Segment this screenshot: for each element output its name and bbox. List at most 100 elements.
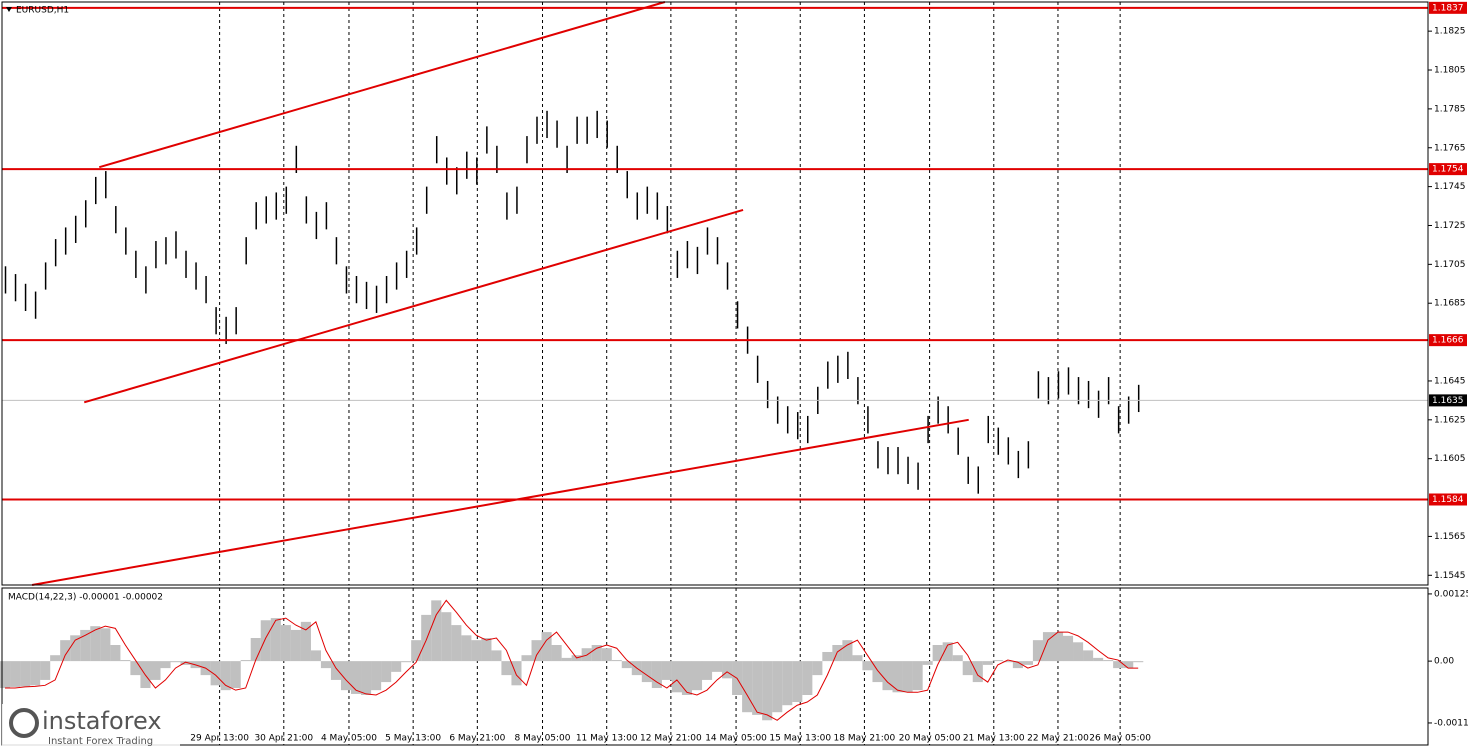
- symbol-title: EURUSD,H1: [16, 6, 69, 16]
- macd-bar: [461, 635, 472, 662]
- macd-bar: [1042, 632, 1054, 662]
- macd-bar: [80, 629, 91, 662]
- macd-bar: [381, 661, 392, 683]
- macd-bar: [290, 629, 301, 662]
- macd-bar: [621, 661, 632, 669]
- macd-bar: [671, 661, 682, 693]
- macd-bar: [1012, 661, 1023, 669]
- macd-bar: [220, 661, 231, 691]
- macd-bar: [280, 625, 291, 662]
- trend-line: [83, 208, 744, 404]
- macd-bar: [591, 644, 602, 662]
- macd-bar: [651, 661, 662, 689]
- macd-bar: [371, 661, 382, 691]
- x-tick-label: 20 May 05:00: [899, 734, 961, 744]
- y-tick-label: 0.00125: [1434, 589, 1468, 599]
- macd-bar: [491, 650, 502, 662]
- trend-line: [31, 418, 969, 586]
- y-tick-label: 1.1785: [1434, 104, 1466, 114]
- macd-bar: [932, 644, 943, 662]
- y-tick-label: 1.1645: [1434, 376, 1466, 386]
- macd-bar: [421, 614, 432, 662]
- macd-bar: [531, 640, 542, 662]
- price-frame: [1, 1, 1429, 586]
- level-label: 1.1837: [1432, 3, 1464, 13]
- level-box: [1429, 334, 1467, 347]
- macd-bar: [1062, 635, 1074, 662]
- macd-bar: [481, 638, 492, 662]
- macd-panel: [0, 599, 1144, 721]
- macd-bar: [1052, 632, 1064, 662]
- x-tick-label: 15 May 13:00: [769, 734, 831, 744]
- x-tick-label: 30 Apr 21:00: [254, 734, 313, 744]
- trend-line: [98, 1, 666, 169]
- x-tick-label: 14 May 05:00: [705, 734, 767, 744]
- level-box: [1429, 493, 1467, 506]
- macd-bar: [310, 650, 321, 662]
- macd-bar: [1002, 661, 1013, 663]
- macd-bar: [0, 661, 11, 689]
- x-tick-label: 4 May 05:00: [321, 734, 377, 744]
- price-panel: [2, 1, 1428, 586]
- y-tick-label: 1.1605: [1434, 454, 1466, 464]
- macd-bar: [40, 661, 51, 680]
- title-arrow: [6, 7, 12, 12]
- macd-bar: [972, 661, 983, 683]
- macd-bar: [1123, 661, 1134, 669]
- x-tick-label: 5 May 13:00: [385, 734, 441, 744]
- macd-bar: [561, 657, 572, 662]
- macd-bar: [320, 661, 332, 669]
- macd-bar: [551, 644, 562, 662]
- macd-bar: [340, 661, 352, 691]
- macd-bar: [812, 661, 823, 676]
- macd-bar: [712, 661, 723, 672]
- macd-bar: [722, 661, 733, 679]
- y-tick-label: 1.1725: [1434, 221, 1466, 231]
- axes: 29 Apr 13:00 30 Apr 21:00 4 May 05:00 5 May…: [190, 1, 1468, 744]
- macd-bar: [100, 628, 111, 662]
- signal-line: [5, 599, 1139, 721]
- macd-bar: [762, 661, 773, 721]
- macd-bar: [10, 661, 21, 687]
- x-tick-label: 8 May 05:00: [515, 734, 571, 744]
- x-tick-label: 18 May 21:00: [834, 734, 896, 744]
- macd-bar: [922, 661, 933, 665]
- macd-bar: [1022, 661, 1033, 665]
- y-tick-label: 1.1685: [1434, 299, 1466, 309]
- x-tick-label: 6 May 21:00: [449, 734, 505, 744]
- y-tick-label: 1.1805: [1434, 66, 1466, 76]
- macd-bar: [250, 638, 261, 662]
- y-tick-label: 1.1625: [1434, 415, 1466, 425]
- macd-bar: [862, 661, 873, 671]
- macd-bar: [431, 600, 442, 662]
- macd-bar: [942, 642, 953, 662]
- x-tick-label: 29 Apr 13:00: [190, 734, 249, 744]
- y-tick-label: 1.1765: [1434, 143, 1466, 153]
- macd-bar: [1032, 640, 1044, 662]
- macd-bar: [892, 661, 903, 693]
- macd-bar: [20, 661, 31, 687]
- macd-bar: [350, 661, 362, 694]
- logo-name: instaforex: [42, 707, 162, 735]
- macd-bar: [210, 661, 221, 686]
- current-price-label: 1.1635: [1432, 396, 1464, 406]
- macd-bar: [962, 661, 973, 676]
- macd-bar: [752, 661, 763, 715]
- macd-bar: [952, 655, 963, 662]
- macd-bar: [60, 640, 71, 662]
- macd-bar: [742, 661, 753, 713]
- x-tick-label: 12 May 21:00: [640, 734, 702, 744]
- macd-bar: [902, 661, 913, 693]
- macd-bar: [641, 661, 652, 683]
- logo: instaforex Instant Forex Trading: [2, 704, 180, 748]
- macd-bar: [401, 661, 412, 663]
- macd-frame: [1, 587, 1429, 746]
- macd-bar: [1103, 660, 1114, 662]
- logo-slogan: Instant Forex Trading: [48, 736, 153, 747]
- macd-bar: [260, 620, 271, 662]
- level-box: [1429, 163, 1467, 176]
- macd-bar: [50, 655, 61, 662]
- level-label: 1.1754: [1432, 165, 1464, 175]
- macd-bar: [300, 621, 311, 662]
